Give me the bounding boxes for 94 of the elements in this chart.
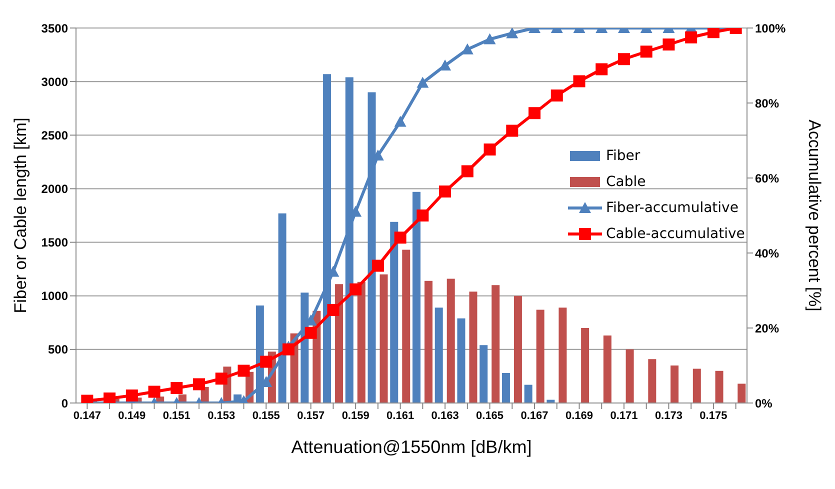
y-axis-title: Fiber or Cable length [km] <box>11 118 30 314</box>
y2-axis-title: Accumulative percent [%] <box>804 120 824 312</box>
bar <box>412 192 420 403</box>
x-tick-label: 0.173 <box>654 410 682 422</box>
x-axis-title: Attenuation@1550nm [dB/km] <box>291 437 532 457</box>
bar <box>536 310 544 403</box>
bar <box>380 274 388 403</box>
bar <box>715 370 724 403</box>
point <box>506 28 518 38</box>
y-tick-label: 3000 <box>41 74 68 89</box>
point <box>416 210 429 222</box>
point <box>394 116 406 127</box>
point <box>170 382 183 394</box>
point <box>372 260 384 272</box>
x-tick-label: 0.165 <box>476 410 504 422</box>
point <box>618 53 630 66</box>
bar <box>357 282 366 403</box>
bar <box>692 368 701 403</box>
bar <box>648 359 656 403</box>
bar <box>390 222 398 403</box>
point <box>304 326 317 339</box>
y2-tick-label: 80% <box>755 96 780 110</box>
point <box>193 378 206 390</box>
point <box>238 364 250 377</box>
x-tick-label: 0.157 <box>297 410 325 422</box>
point <box>148 386 160 398</box>
y2-tick-label: 0% <box>755 396 773 410</box>
bar <box>558 308 567 403</box>
y-tick-label: 1000 <box>41 289 68 304</box>
point <box>394 232 406 244</box>
point <box>282 343 294 356</box>
point <box>439 186 452 198</box>
bar <box>524 384 532 403</box>
legend-label: Cable-accumulative <box>606 225 745 244</box>
bar <box>457 318 466 403</box>
x-tick-label: 0.169 <box>565 410 594 422</box>
bar <box>446 278 455 403</box>
point <box>550 90 563 102</box>
point <box>126 390 138 402</box>
y2-tick-label: 20% <box>755 321 780 336</box>
x-tick-label: 0.167 <box>520 410 548 422</box>
bar <box>434 308 443 403</box>
x-tick-label: 0.149 <box>118 410 146 422</box>
bar <box>581 328 590 403</box>
point <box>573 75 586 88</box>
legend-label: Fiber <box>606 147 640 166</box>
bar <box>502 373 510 403</box>
point <box>662 38 675 50</box>
bar <box>469 292 478 403</box>
y-tick-label: 500 <box>48 342 68 357</box>
x-tick-label: 0.163 <box>431 410 459 422</box>
x-tick-label: 0.159 <box>342 410 370 422</box>
point <box>104 392 116 403</box>
y2-tick-label: 60% <box>755 171 780 186</box>
bar <box>514 296 522 403</box>
bar <box>402 250 410 403</box>
y-tick-label: 2000 <box>41 182 68 196</box>
y-tick-label: 3500 <box>41 21 68 36</box>
bar <box>424 280 432 403</box>
x-tick-label: 0.161 <box>386 410 414 422</box>
point <box>350 283 362 296</box>
y2-tick-label: 100% <box>755 21 786 36</box>
bar <box>480 345 488 403</box>
bar <box>670 366 679 403</box>
point <box>640 46 652 58</box>
point <box>327 304 340 316</box>
x-tick-label: 0.175 <box>700 410 728 422</box>
point <box>596 63 608 76</box>
point <box>707 28 720 38</box>
point <box>260 356 272 368</box>
point <box>416 76 429 88</box>
x-tick-label: 0.151 <box>162 410 190 422</box>
point <box>685 31 698 44</box>
legend-label: Fiber-accumulative <box>606 199 738 218</box>
bar <box>738 384 746 403</box>
legend-label: Cable <box>606 173 646 192</box>
point <box>484 33 496 44</box>
bar <box>492 285 500 403</box>
point <box>215 372 228 385</box>
point <box>506 124 518 137</box>
point <box>461 165 474 178</box>
y-tick-label: 2500 <box>41 128 68 142</box>
y-tick-label: 1500 <box>41 236 68 250</box>
x-tick-label: 0.171 <box>610 410 638 422</box>
point <box>484 144 496 156</box>
x-tick-label: 0.155 <box>252 410 280 422</box>
bar <box>626 349 634 403</box>
y2-tick-label: 40% <box>755 246 780 260</box>
point <box>528 107 541 120</box>
bar <box>335 284 344 403</box>
bar <box>603 336 612 403</box>
x-tick-label: 0.153 <box>208 410 236 422</box>
x-tick-label: 0.147 <box>73 410 101 422</box>
y-tick-label: 0 <box>61 396 68 410</box>
